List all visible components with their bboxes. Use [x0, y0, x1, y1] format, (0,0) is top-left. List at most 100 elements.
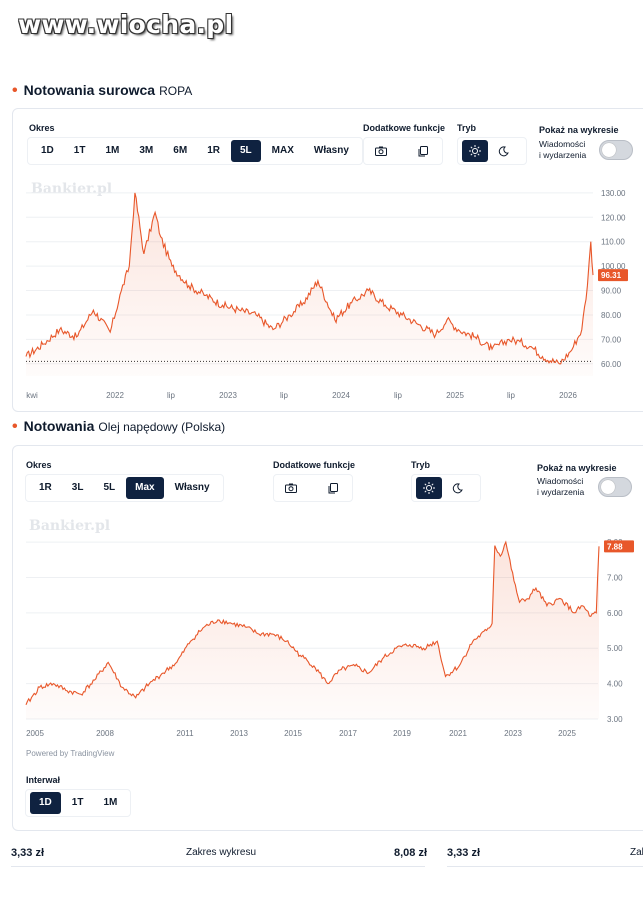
range-min-left: 3,33 zł [11, 847, 45, 859]
x-tick-label: 2011 [176, 729, 194, 738]
last-value-label: 7.88 [607, 542, 623, 551]
x-tick-label: 2008 [96, 729, 114, 738]
pokaz-label: Pokaż na wykresie [539, 125, 619, 135]
divider [447, 866, 643, 867]
period-selector: 1R 3L 5L Max Własny [25, 474, 224, 502]
x-tick-label: lip [280, 391, 289, 400]
y-tick-label: 6.00 [607, 609, 623, 618]
y-tick-label: 4.00 [607, 680, 623, 689]
bankier-logo: Bankier.pl [29, 518, 111, 534]
period-button-1r[interactable]: 1R [39, 482, 52, 493]
sun-icon[interactable] [416, 477, 442, 499]
news-toggle[interactable] [598, 477, 632, 497]
period-button-max[interactable]: MAX [271, 145, 294, 156]
x-tick-label: lip [507, 391, 516, 400]
okres-label: Okres [29, 123, 55, 133]
news-toggle[interactable] [599, 140, 633, 160]
copy-icon[interactable] [320, 477, 346, 499]
y-tick-label: 60.00 [601, 360, 622, 369]
moon-icon[interactable] [490, 140, 516, 162]
y-tick-label: 100.00 [601, 262, 626, 271]
chart-diesel: 3.004.005.006.007.008.002005200820112013… [25, 538, 634, 738]
tryb-label: Tryb [457, 123, 477, 133]
x-tick-label: 2015 [284, 729, 302, 738]
mode-selector [411, 474, 481, 502]
x-tick-label: 2025 [558, 729, 576, 738]
period-button-5l[interactable]: 5L [103, 482, 116, 493]
x-tick-label: 2021 [449, 729, 467, 738]
x-tick-label: lip [394, 391, 403, 400]
interval-selector: 1D 1T 1M [25, 789, 132, 817]
range-label: Zakres wykresu [186, 847, 257, 858]
x-tick-label: 2025 [446, 391, 464, 400]
x-tick-label: lip [167, 391, 176, 400]
x-tick-label: 2024 [332, 391, 350, 400]
period-button-5l[interactable]: 5L [230, 140, 261, 162]
period-button-1d[interactable]: 1D [41, 145, 54, 156]
copy-icon[interactable] [410, 140, 436, 162]
series-line [25, 540, 600, 706]
y-tick-label: 110.00 [601, 238, 625, 247]
series-area [26, 542, 599, 719]
interval-button-1m[interactable]: 1M [103, 797, 118, 808]
period-button-1t[interactable]: 1T [73, 145, 86, 156]
y-tick-label: 70.00 [601, 335, 622, 344]
mode-selector [457, 137, 527, 165]
last-value-badge [598, 269, 628, 282]
series-line [25, 192, 594, 365]
tryb-label: Tryb [411, 460, 431, 470]
camera-icon[interactable] [368, 140, 394, 162]
period-button-1r[interactable]: 1R [207, 145, 220, 156]
period-selector: 1D 1T 1M 3M 6M 1R 5L MAX Własny [27, 137, 363, 165]
site-watermark: www.wiocha.pl [18, 10, 234, 39]
y-tick-label: 7.00 [607, 573, 623, 582]
period-button-3m[interactable]: 3M [139, 145, 154, 156]
period-button-własny[interactable]: Własny [313, 145, 349, 156]
sun-icon[interactable] [462, 140, 488, 162]
period-button-1m[interactable]: 1M [105, 145, 120, 156]
range-min-right: 3,33 zł [447, 847, 481, 859]
y-tick-label: 90.00 [601, 287, 622, 296]
period-button-6m[interactable]: 6M [173, 145, 188, 156]
x-tick-label: 2022 [106, 391, 124, 400]
moon-icon[interactable] [444, 477, 470, 499]
interval-button-1t[interactable]: 1T [71, 797, 84, 808]
news-label: Wiadomości i wydarzenia [537, 476, 585, 497]
extra-functions [273, 474, 353, 502]
interval-button-1d[interactable]: 1D [30, 792, 61, 814]
x-tick-label: 2023 [504, 729, 522, 738]
section2-title: • Notowania Olej napędowy (Polska) [12, 418, 226, 435]
last-value-badge [604, 540, 634, 553]
divider [11, 866, 425, 867]
section1-title: • Notowania surowca ROPA [12, 82, 193, 99]
chart-ropa: 60.00 70.00 80.00 90.00 100.00 110.00 120.00 13… [25, 189, 628, 400]
last-value-label: 96.31 [601, 271, 622, 280]
x-tick-label: 2017 [339, 729, 357, 738]
interwal-label: Interwał [26, 775, 61, 785]
powered-by: Powered by TradingView [26, 749, 115, 758]
y-tick-label: 120.00 [601, 213, 626, 222]
range-label-cut: Zak [630, 847, 643, 858]
y-tick-label: 3.00 [607, 715, 623, 724]
x-tick-label: 2023 [219, 391, 237, 400]
x-tick-label: 2026 [559, 391, 577, 400]
period-button-max[interactable]: Max [126, 477, 164, 499]
dodatkowe-label: Dodatkowe funkcje [363, 123, 446, 133]
y-tick-label: 130.00 [601, 189, 626, 198]
okres-label: Okres [26, 460, 52, 470]
y-tick-label: 80.00 [601, 311, 622, 320]
x-tick-label: 2019 [393, 729, 411, 738]
range-max: 8,08 zł [394, 847, 428, 859]
x-tick-label: kwi [26, 391, 38, 400]
period-button-własny[interactable]: Własny [174, 482, 210, 493]
extra-functions [363, 137, 443, 165]
pokaz-label: Pokaż na wykresie [537, 463, 617, 473]
y-tick-label: 5.00 [607, 644, 623, 653]
period-button-3l[interactable]: 3L [71, 482, 84, 493]
x-tick-label: 2013 [230, 729, 248, 738]
x-tick-label: 2005 [26, 729, 44, 738]
camera-icon[interactable] [278, 477, 304, 499]
news-label: Wiadomości i wydarzenia [539, 139, 587, 160]
dodatkowe-label: Dodatkowe funkcje [273, 460, 356, 470]
series-area [26, 192, 593, 376]
